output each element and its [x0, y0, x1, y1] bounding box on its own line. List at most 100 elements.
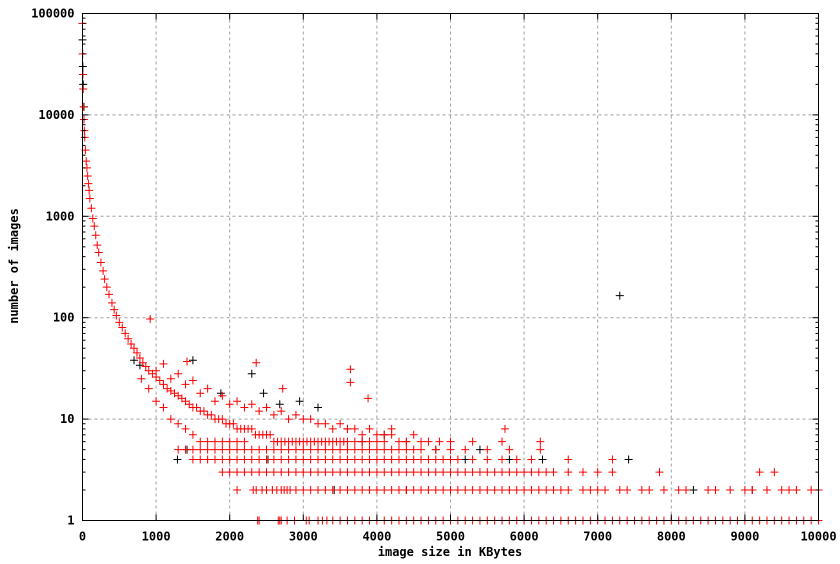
data-point — [358, 445, 367, 454]
data-point — [586, 485, 595, 494]
grid — [82, 13, 819, 521]
data-point — [196, 455, 205, 464]
data-point — [402, 455, 411, 464]
data-point — [645, 485, 654, 494]
data-point — [527, 455, 536, 464]
data-point — [424, 437, 433, 446]
data-point — [623, 485, 632, 494]
data-point — [380, 485, 389, 494]
data-point — [409, 485, 418, 494]
data-point — [394, 437, 403, 446]
data-point — [255, 455, 264, 464]
x-tick-label: 4000 — [362, 530, 391, 544]
data-point — [674, 485, 683, 494]
data-point — [446, 485, 455, 494]
data-point — [192, 403, 201, 412]
data-point — [314, 485, 323, 494]
data-point — [564, 455, 573, 464]
data-point — [225, 468, 234, 477]
data-point — [262, 455, 271, 464]
data-point — [394, 445, 403, 454]
data-point — [218, 445, 227, 454]
data-point — [299, 455, 308, 464]
data-point — [314, 419, 323, 428]
data-point — [210, 397, 219, 406]
data-point — [498, 468, 507, 477]
data-point — [196, 389, 205, 398]
data-point — [115, 318, 124, 327]
data-point — [336, 468, 345, 477]
data-point — [417, 468, 426, 477]
data-point — [380, 455, 389, 464]
data-point — [490, 485, 499, 494]
data-point — [328, 445, 337, 454]
data-point — [549, 468, 558, 477]
data-point — [262, 403, 271, 412]
data-point — [365, 445, 374, 454]
data-point — [233, 437, 242, 446]
data-point — [225, 445, 234, 454]
data-point — [593, 468, 602, 477]
data-point — [762, 485, 771, 494]
y-tick-label: 10000 — [38, 108, 74, 122]
data-point — [527, 485, 536, 494]
data-point — [336, 419, 345, 428]
data-point — [87, 204, 96, 213]
data-point — [225, 400, 234, 409]
data-point — [520, 485, 529, 494]
y-tick-label: 10 — [60, 412, 74, 426]
data-point — [196, 445, 205, 454]
data-point — [350, 445, 359, 454]
data-point — [424, 485, 433, 494]
data-point — [453, 455, 462, 464]
data-point — [439, 485, 448, 494]
data-point — [380, 445, 389, 454]
data-point — [203, 445, 212, 454]
data-point — [299, 445, 308, 454]
data-point — [93, 241, 102, 250]
data-point — [446, 437, 455, 446]
data-point — [461, 485, 470, 494]
data-point — [284, 445, 293, 454]
x-tick-label: 0 — [79, 530, 86, 544]
x-tick-label: 2000 — [215, 530, 244, 544]
data-point — [346, 378, 355, 387]
data-point — [173, 455, 182, 464]
data-point — [659, 485, 668, 494]
data-point — [166, 374, 175, 383]
data-point — [365, 455, 374, 464]
x-tick-label: 7000 — [583, 530, 612, 544]
data-point — [306, 485, 315, 494]
data-point — [682, 485, 691, 494]
data-point — [461, 445, 470, 454]
data-point — [461, 468, 470, 477]
data-point — [229, 419, 238, 428]
data-point — [247, 424, 256, 433]
data-point — [475, 468, 484, 477]
y-tick-label: 100 — [53, 311, 75, 325]
data-point — [255, 407, 264, 416]
data-point — [233, 485, 242, 494]
data-point — [364, 394, 373, 403]
data-point — [387, 485, 396, 494]
data-point — [218, 455, 227, 464]
data-point — [343, 445, 352, 454]
data-point — [328, 424, 337, 433]
data-point — [247, 400, 256, 409]
data-point — [520, 468, 529, 477]
data-point — [328, 455, 337, 464]
data-point — [483, 485, 492, 494]
data-point — [358, 437, 367, 446]
data-point — [284, 415, 293, 424]
data-point — [83, 171, 92, 180]
data-point — [284, 455, 293, 464]
data-point — [346, 365, 355, 374]
data-point — [174, 369, 183, 378]
data-point — [343, 424, 352, 433]
data-point — [269, 455, 278, 464]
data-point — [468, 468, 477, 477]
data-point — [269, 468, 278, 477]
data-point — [431, 485, 440, 494]
data-point — [380, 468, 389, 477]
